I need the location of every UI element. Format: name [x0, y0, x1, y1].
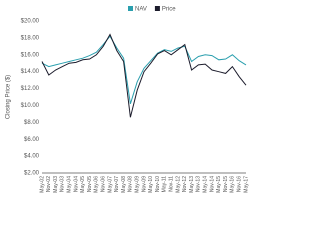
- legend-swatch: [154, 6, 160, 11]
- legend-label: Price: [162, 7, 176, 13]
- x-tick-label: Nov-11: [169, 176, 175, 192]
- chart: Closing Price ($) $2.00 $4.00 $6.00 $8.00 $1…: [6, 6, 249, 193]
- x-tick-label: May-03: [53, 176, 59, 193]
- y-axis-label: Closing Price ($): [6, 75, 12, 119]
- x-tick-label: May-04: [67, 176, 73, 193]
- x-tick-label: May-02: [39, 176, 45, 193]
- x-tick-label: May-06: [94, 176, 100, 193]
- x-tick-label: May-11: [162, 176, 168, 193]
- x-tick-label: Nov-02: [46, 176, 52, 192]
- series-line: [41, 33, 247, 118]
- y-tick-label: $18.00: [21, 35, 40, 41]
- y-tick-label: $4.00: [24, 154, 40, 160]
- x-tick-label: Nov-05: [87, 176, 93, 192]
- legend-swatch: [128, 6, 133, 11]
- y-tick-label: $6.00: [24, 137, 40, 143]
- x-tick-label: Nov-10: [155, 176, 161, 192]
- x-tick-label: Nov-12: [182, 176, 188, 192]
- x-tick-label: May-16: [230, 176, 236, 193]
- x-tick-label: Nov-04: [73, 176, 79, 192]
- y-tick-label: $16.00: [21, 52, 40, 58]
- x-tick-label: May-07: [107, 176, 113, 193]
- x-tick-label: May-09: [135, 176, 141, 193]
- x-tick-label: May-13: [189, 176, 195, 193]
- x-tick-label: May-14: [203, 176, 209, 193]
- x-tick-label: May-10: [148, 176, 154, 193]
- x-tick-label: Nov-14: [209, 176, 215, 192]
- y-tick-label: $8.00: [24, 120, 40, 126]
- x-tick-label: May-17: [243, 176, 249, 193]
- x-tick-label: May-08: [121, 176, 127, 193]
- x-tick-label: Nov-15: [223, 176, 229, 192]
- x-tick-label: May-15: [216, 176, 222, 193]
- x-tick-label: Nov-13: [196, 176, 202, 192]
- x-tick-label: May-05: [80, 176, 86, 193]
- y-tick-label: $20.00: [21, 19, 40, 25]
- x-tick-label: Nov-07: [114, 176, 120, 192]
- series-line: [41, 35, 247, 104]
- x-tick-label: Nov-03: [60, 176, 66, 192]
- x-tick-label: Nov-08: [128, 176, 134, 192]
- x-tick-label: Nov-09: [141, 176, 147, 192]
- legend-label: NAV: [135, 7, 147, 13]
- y-tick-label: $12.00: [21, 86, 40, 92]
- x-tick-label: May-12: [175, 176, 181, 193]
- y-tick-label: $10.00: [21, 103, 40, 109]
- y-tick-label: $2.00: [24, 171, 40, 177]
- y-tick-label: $14.00: [21, 69, 40, 75]
- x-tick-label: Nov-06: [101, 176, 107, 192]
- x-tick-label: Nov-16: [237, 176, 243, 192]
